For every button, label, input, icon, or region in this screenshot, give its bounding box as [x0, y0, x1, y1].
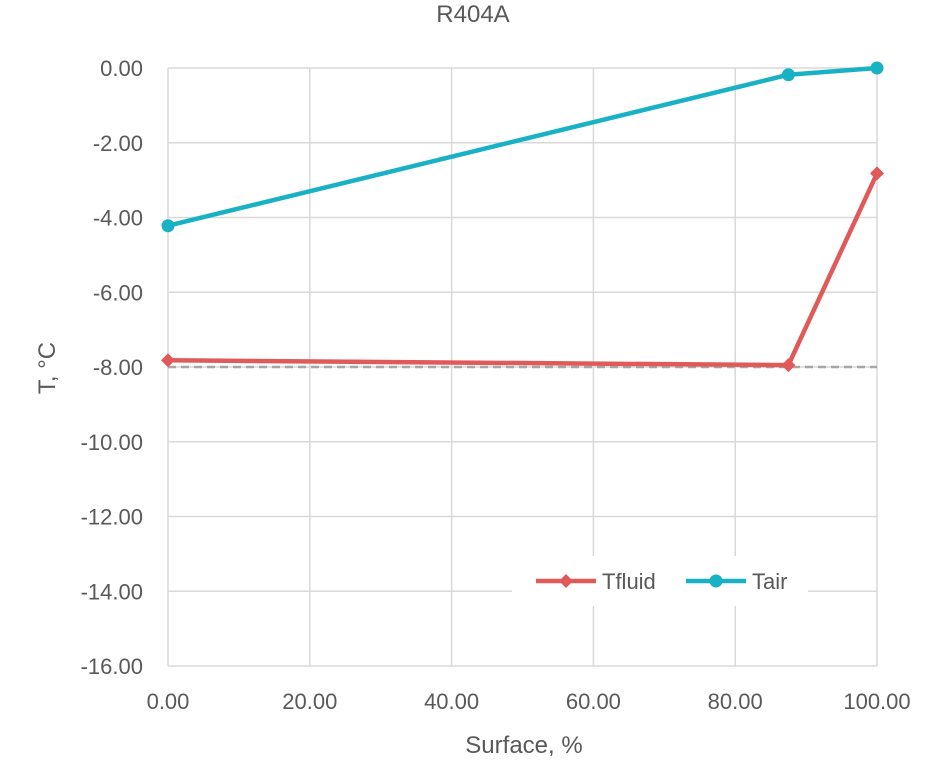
y-axis-label: T, °C	[34, 342, 61, 394]
series-group	[161, 61, 884, 373]
x-tick-label: 100.00	[843, 689, 910, 714]
data-point-tair	[161, 219, 175, 233]
x-tick-label: 60.00	[566, 689, 621, 714]
series-line-tfluid	[167, 172, 880, 368]
legend-label-tair: Tair	[752, 569, 787, 594]
y-tick-label: -12.00	[81, 505, 143, 530]
legend-label-tfluid: Tfluid	[602, 569, 656, 594]
data-point-tair	[870, 61, 884, 75]
y-tick-label: -8.00	[93, 355, 143, 380]
x-tick-labels: 0.00 20.00 40.00 60.00 80.00 100.00	[147, 689, 911, 714]
legend-marker-tair	[709, 574, 723, 588]
y-tick-labels: 0.00 -2.00 -4.00 -6.00 -8.00 -10.00 -12.00 -14.…	[81, 56, 143, 679]
data-point-tfluid	[870, 166, 884, 181]
series-line-tair	[167, 65, 878, 228]
x-tick-label: 80.00	[708, 689, 763, 714]
data-point-tfluid	[161, 353, 175, 368]
y-tick-label: -6.00	[93, 280, 143, 305]
chart-title: R404A	[436, 1, 509, 28]
y-tick-label: -10.00	[81, 430, 143, 455]
y-tick-label: -16.00	[81, 654, 143, 679]
y-tick-label: -4.00	[93, 206, 143, 231]
y-tick-label: -14.00	[81, 579, 143, 604]
legend: Tfluid Tair	[512, 556, 808, 606]
y-tick-label: 0.00	[100, 56, 143, 81]
data-point-tfluid	[781, 358, 796, 373]
data-point-tair	[781, 68, 795, 82]
legend-marker-tfluid	[559, 574, 573, 588]
x-tick-label: 40.00	[424, 689, 479, 714]
y-tick-label: -2.00	[93, 131, 143, 156]
x-axis-label: Surface, %	[465, 732, 582, 759]
x-tick-label: 0.00	[147, 689, 190, 714]
x-tick-label: 20.00	[282, 689, 337, 714]
